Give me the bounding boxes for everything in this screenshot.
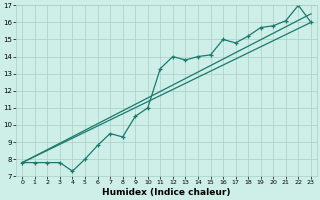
X-axis label: Humidex (Indice chaleur): Humidex (Indice chaleur) bbox=[102, 188, 231, 197]
